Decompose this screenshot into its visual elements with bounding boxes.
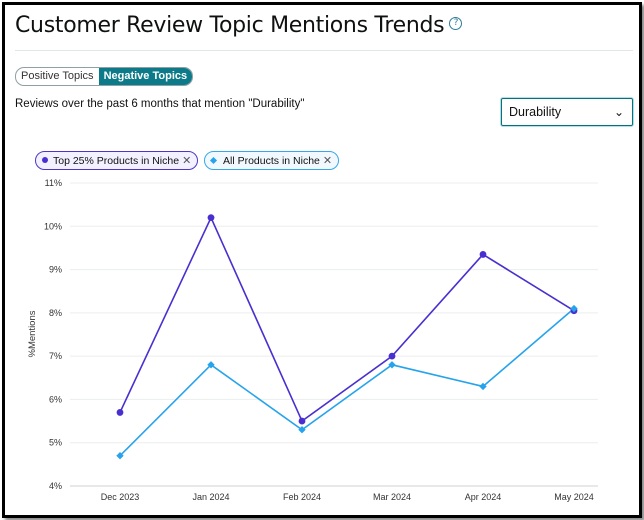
data-point-top25: [388, 352, 396, 360]
chart-subtitle: Reviews over the past 6 months that ment…: [15, 98, 305, 110]
chevron-down-icon: ⌄: [613, 105, 624, 119]
y-tick-label: 6%: [49, 394, 62, 404]
close-icon[interactable]: ✕: [182, 155, 192, 167]
series-line-top25: [119, 215, 575, 423]
circle-marker-icon: [42, 157, 48, 164]
x-tick-label: May 2024: [554, 492, 594, 502]
legend-all-products[interactable]: All Products in Niche ✕: [204, 151, 340, 170]
x-tick-label: Jan 2024: [192, 492, 229, 502]
series-line-all-products: [119, 307, 575, 457]
legend-top25[interactable]: Top 25% Products in Niche ✕: [35, 151, 199, 170]
data-point-top25: [207, 214, 215, 222]
y-tick-label: 7%: [49, 351, 62, 361]
x-tick-label: Dec 2023: [101, 492, 140, 502]
data-point-top25: [116, 409, 124, 416]
divider: [15, 50, 633, 51]
negative-topics-tab[interactable]: Negative Topics: [98, 68, 193, 85]
help-icon[interactable]: ?: [449, 17, 463, 30]
data-point-all-products: [116, 452, 124, 460]
data-point-all-products: [388, 361, 396, 369]
topic-select-value: Durability: [509, 105, 562, 119]
close-icon[interactable]: ✕: [322, 155, 333, 167]
data-point-all-products: [570, 304, 578, 313]
data-point-top25: [298, 417, 306, 425]
data-point-top25: [479, 251, 487, 258]
data-point-all-products: [298, 426, 306, 434]
y-axis-label: %Mentions: [27, 310, 38, 357]
topic-select[interactable]: Durability ⌄: [501, 98, 633, 126]
legend-all-label: All Products in Niche: [223, 155, 320, 167]
x-tick-label: Mar 2024: [373, 492, 411, 502]
topic-type-toggle: Positive Topics Negative Topics: [15, 67, 194, 86]
page-title: Customer Review Topic Mentions Trends?: [15, 13, 463, 38]
x-tick-label: Apr 2024: [465, 492, 502, 502]
legend-top25-label: Top 25% Products in Niche: [53, 155, 180, 167]
positive-topics-tab[interactable]: Positive Topics: [21, 70, 94, 82]
y-tick-label: 5%: [49, 438, 62, 448]
x-tick-label: Feb 2024: [283, 492, 321, 502]
y-tick-label: 10%: [44, 221, 62, 231]
y-tick-label: 4%: [49, 481, 62, 491]
title-text: Customer Review Topic Mentions Trends: [15, 13, 445, 38]
data-point-all-products: [479, 382, 487, 391]
y-tick-label: 11%: [45, 178, 62, 188]
y-tick-label: 8%: [49, 308, 62, 318]
y-tick-label: 9%: [49, 265, 62, 275]
